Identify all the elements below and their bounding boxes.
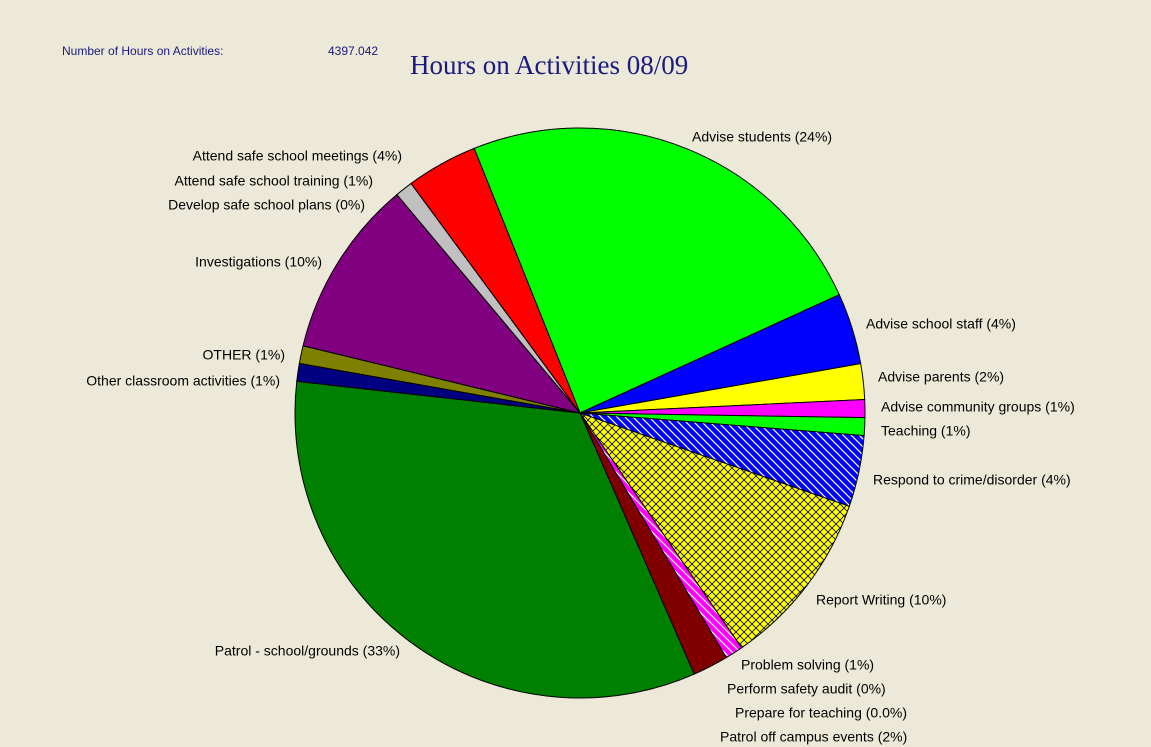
slice-label: Investigations (10%) bbox=[195, 254, 322, 270]
pie-slice bbox=[473, 127, 840, 414]
pie-slice bbox=[578, 412, 850, 649]
slice-label: Respond to crime/disorder (4%) bbox=[873, 472, 1071, 488]
slice-label: Patrol - school/grounds (33%) bbox=[215, 643, 400, 659]
slice-label: Attend safe school training (1%) bbox=[175, 173, 373, 189]
total-value: 4397.042 bbox=[328, 44, 378, 58]
slice-label: Advise parents (2%) bbox=[878, 369, 1004, 385]
slice-label: Advise community groups (1%) bbox=[881, 399, 1075, 415]
slice-label: Report Writing (10%) bbox=[816, 592, 946, 608]
slice-label: Other classroom activities (1%) bbox=[86, 373, 280, 389]
slice-label: Advise school staff (4%) bbox=[866, 316, 1016, 332]
pie-slice bbox=[302, 193, 582, 414]
slice-label: OTHER (1%) bbox=[203, 347, 285, 363]
slice-label: Attend safe school meetings (4%) bbox=[193, 148, 402, 164]
total-label: Number of Hours on Activities: bbox=[62, 44, 223, 58]
chart-title: Hours on Activities 08/09 bbox=[410, 50, 688, 80]
slice-label: Develop safe school plans (0%) bbox=[168, 197, 365, 213]
slice-label: Prepare for teaching (0.0%) bbox=[735, 705, 907, 721]
slice-label: Advise students (24%) bbox=[692, 129, 832, 145]
pie-slice bbox=[294, 380, 695, 699]
slice-label: Teaching (1%) bbox=[881, 423, 971, 439]
slice-label: Perform safety audit (0%) bbox=[727, 681, 886, 697]
slice-label: Patrol off campus events (2%) bbox=[720, 729, 907, 745]
pie-slice bbox=[410, 147, 581, 414]
slice-label: Problem solving (1%) bbox=[741, 657, 874, 673]
